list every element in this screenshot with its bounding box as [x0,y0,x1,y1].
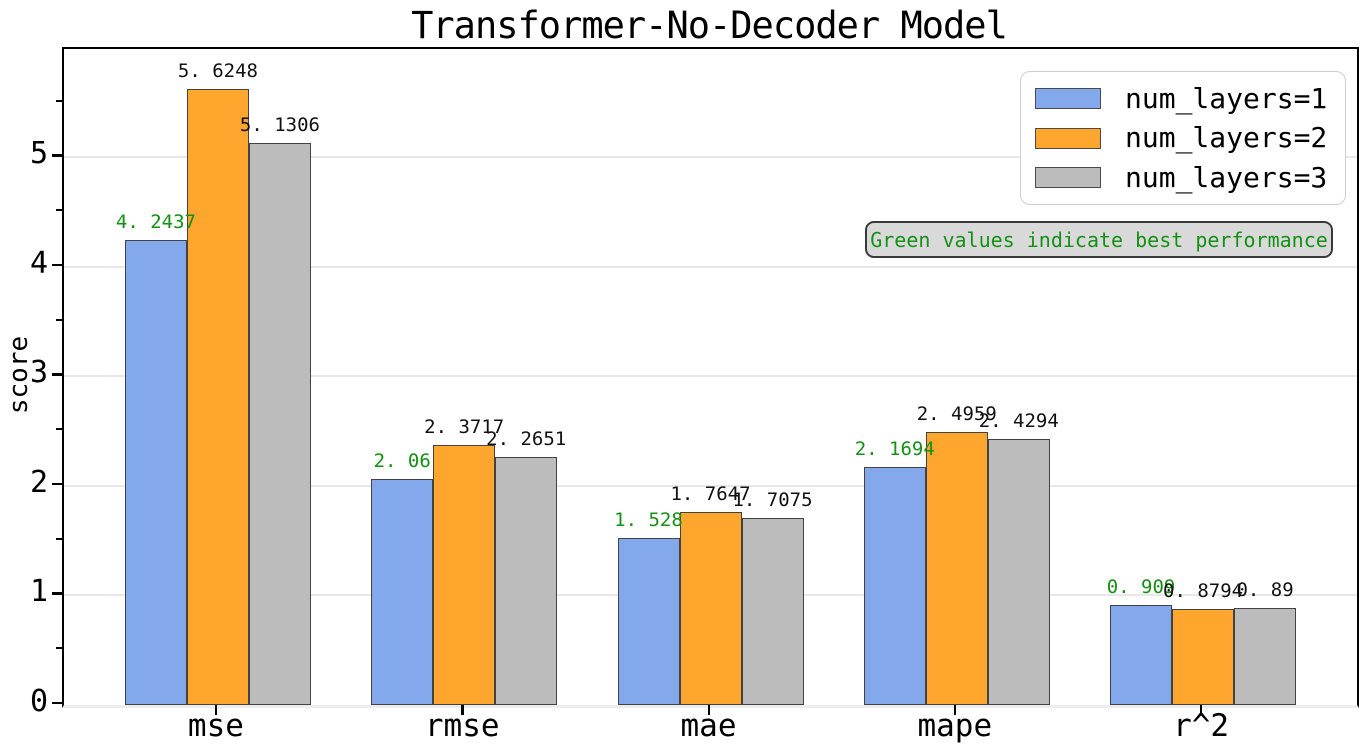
bar-num_layers=1-rmse [371,479,434,705]
bar-num_layers=3-rmse [495,456,558,705]
x-tick-label-mape: mape [917,708,993,744]
y-tick-label: 1 [29,574,48,610]
bar-value-label: 5. 6248 [177,59,258,82]
bar-value-label: 0. 8794 [1163,579,1244,602]
note-text: Green values indicate best performance [870,227,1328,252]
x-tick-r^2 [1200,705,1203,715]
bar-value-label: 2. 4294 [978,409,1059,432]
y-tick-4 [52,263,62,267]
x-tick-label-r^2: r^2 [1173,708,1230,744]
legend-item: num_layers=1 [1021,81,1345,115]
best-performance-note: Green values indicate best performance [865,221,1333,258]
bar-num_layers=2-mae [679,511,742,705]
y-tick-label: 0 [29,684,48,719]
legend-label: num_layers=1 [1125,81,1328,115]
bar-value-label: 1. 7075 [732,489,813,511]
plot-area: 4. 2437 2. 06 1. 528 2. 1694 0. 909 5. 6248 2.… [62,47,1359,708]
bar-num_layers=1-mae [617,537,680,705]
bar-num_layers=3-mse [248,143,311,705]
bar-value-label: 1. 7647 [670,482,751,505]
x-tick-label-mse: mse [187,708,244,744]
y-minor-tick [56,428,62,431]
y-minor-tick [56,537,62,540]
chart-title: Transformer-No-Decoder Model [411,4,1008,47]
legend-item: num_layers=2 [1021,123,1345,153]
x-tick-mse [214,705,218,715]
bar-num_layers=3-mape [987,438,1050,705]
y-tick-label: 2 [29,464,48,500]
bar-num_layers=2-mape [925,431,988,705]
bar-num_layers=2-rmse [433,445,496,705]
legend-swatch-num-layers-2 [1035,127,1101,149]
legend-label: num_layers=3 [1125,160,1328,194]
y-minor-tick [56,647,62,650]
bar-value-label: 0. 909 [1106,576,1176,599]
bar-num_layers=1-mse [124,240,187,705]
x-tick-label-rmse: rmse [424,708,500,744]
y-tick-2 [52,482,62,486]
legend-item: num_layers=3 [1021,160,1345,194]
y-tick-0 [52,702,62,705]
gridline-y-5 [64,156,1357,159]
bar-value-label: 2. 2651 [486,427,567,450]
bar-num_layers=2-r^2 [1172,608,1235,705]
bar-value-label: 2. 4959 [916,402,997,425]
y-minor-tick [56,318,62,321]
bar-value-label: 4. 2437 [115,211,196,234]
gridline-y-3 [64,375,1357,378]
bar-value-label: 2. 3717 [424,416,505,439]
bar-value-label: 5. 1306 [239,114,320,137]
y-tick-1 [52,592,62,595]
legend: num_layers=1 num_layers=2 num_layers=3 [1020,71,1346,205]
y-tick-5 [52,154,62,157]
x-tick-mae [707,705,710,715]
y-minor-tick [56,99,62,102]
bar-value-label: 2. 1694 [854,438,935,461]
y-tick-label: 4 [29,245,48,281]
x-tick-mape [953,705,957,715]
x-tick-rmse [461,705,464,715]
legend-swatch-num-layers-3 [1035,167,1101,188]
x-tick-label-mae: mae [680,708,737,744]
bar-value-label: 0. 89 [1236,578,1294,601]
y-tick-3 [52,373,62,376]
legend-label: num_layers=2 [1125,121,1328,154]
bar-num_layers=1-r^2 [1110,605,1173,705]
bar-num_layers=2-mse [186,88,249,705]
bar-num_layers=3-mae [741,518,804,705]
gridline-y-2 [64,484,1357,487]
y-minor-tick [56,209,62,212]
bar-num_layers=3-r^2 [1234,607,1297,705]
bar-num_layers=1-mape [863,467,926,705]
legend-swatch-num-layers-1 [1035,88,1101,109]
y-tick-label: 3 [29,355,48,391]
bar-value-label: 2. 06 [373,450,431,473]
y-tick-label: 5 [29,136,48,172]
bar-value-label: 1. 528 [614,508,683,531]
gridline-y-4 [64,265,1357,268]
